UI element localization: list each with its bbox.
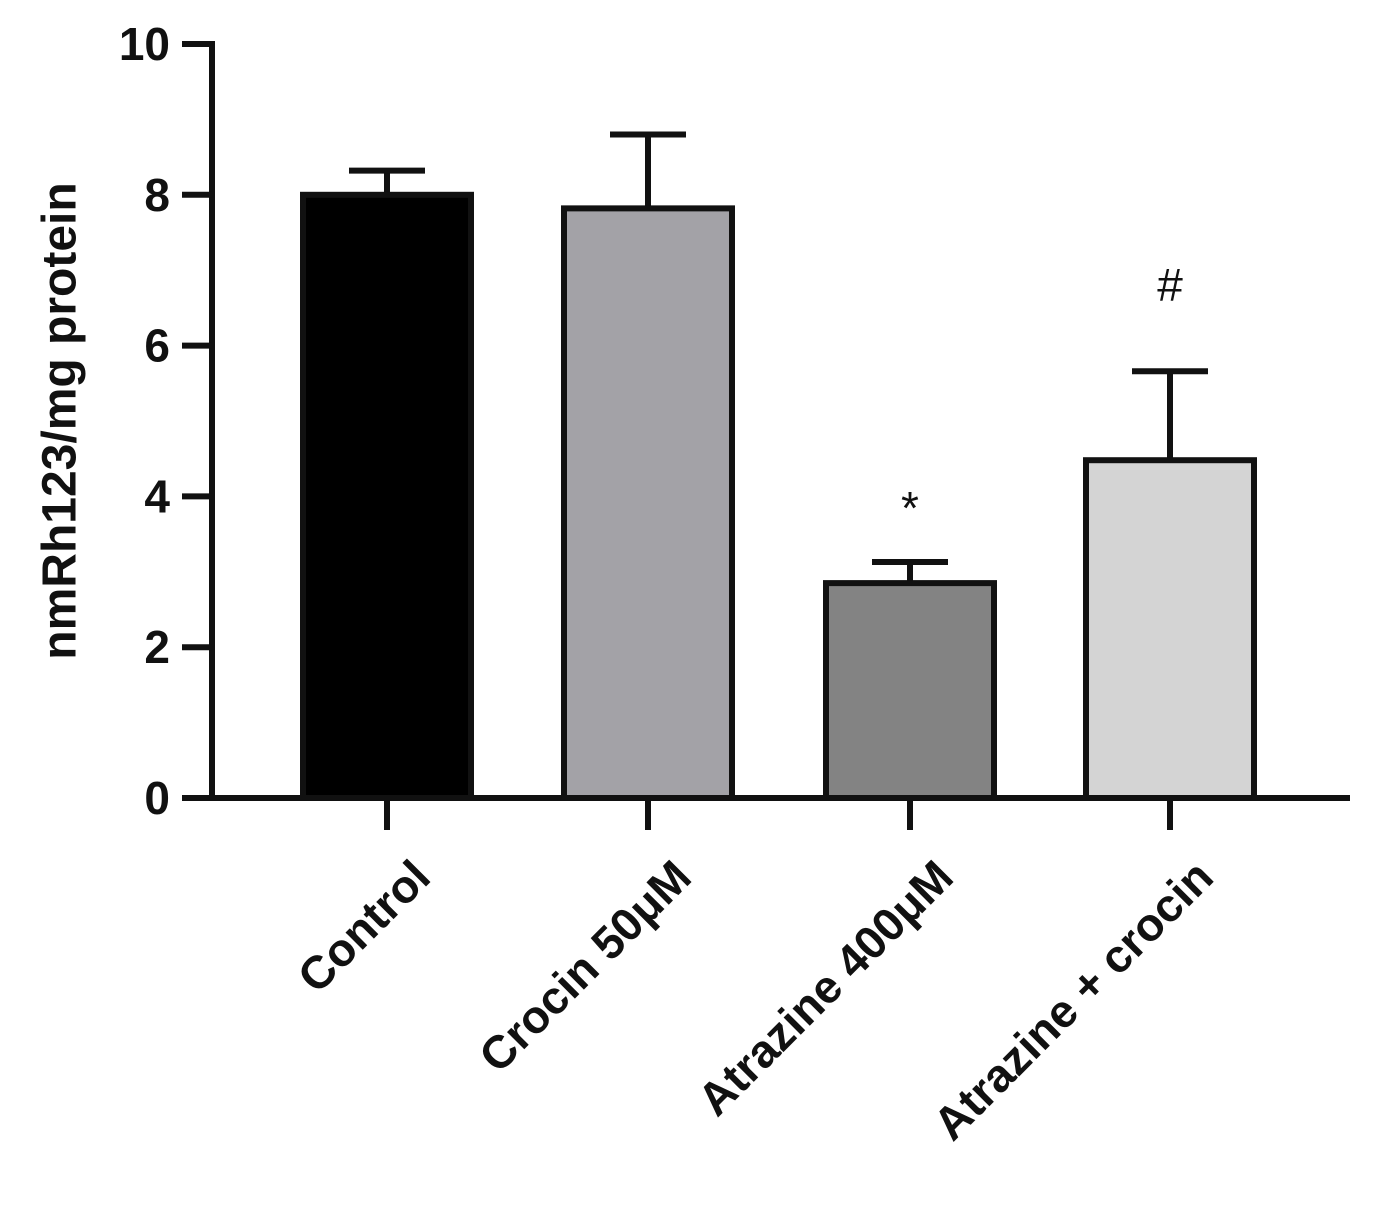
x-category-label: Atrazine 400μM bbox=[687, 850, 962, 1125]
y-tick-label: 10 bbox=[119, 18, 170, 70]
bar bbox=[823, 580, 997, 801]
y-tick-label: 2 bbox=[144, 621, 170, 673]
x-category-label: Control bbox=[287, 850, 439, 1002]
y-tick-label: 4 bbox=[144, 470, 170, 522]
x-category-label: Crocin 50μM bbox=[469, 850, 701, 1082]
significance-marker: * bbox=[901, 482, 919, 534]
y-tick-label: 6 bbox=[144, 320, 170, 372]
bar bbox=[300, 191, 474, 802]
x-category-label: Atrazine + crocin bbox=[923, 850, 1223, 1150]
bar bbox=[1083, 457, 1257, 801]
significance-marker: # bbox=[1157, 259, 1183, 311]
axes-layer bbox=[182, 41, 1350, 830]
y-tick-label: 0 bbox=[144, 772, 170, 824]
bar bbox=[561, 205, 735, 801]
y-tick-label: 8 bbox=[144, 169, 170, 221]
bars-layer bbox=[300, 131, 1257, 802]
y-axis-label: nmRh123/mg protein bbox=[34, 182, 87, 659]
